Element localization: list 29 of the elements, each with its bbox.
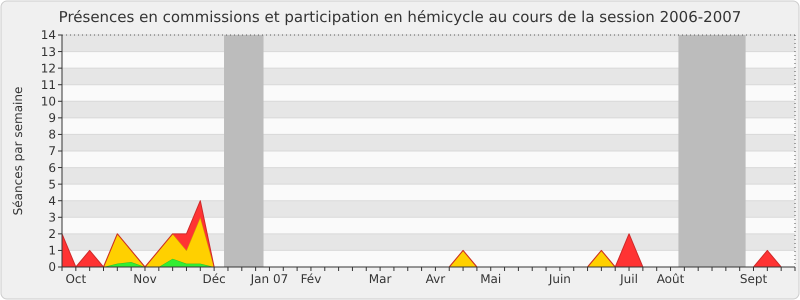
x-tick-label: Juil <box>619 272 638 286</box>
x-tick-label: Jan 07 <box>250 272 288 286</box>
x-tick-label: Fév <box>300 272 322 286</box>
y-tick-label: 11 <box>40 78 56 92</box>
y-tick-label: 0 <box>48 260 56 274</box>
y-tick-label: 8 <box>48 128 56 142</box>
y-tick-label: 10 <box>40 94 56 108</box>
x-tick-label: Juin <box>548 272 571 286</box>
y-tick-label: 7 <box>48 144 56 158</box>
y-tick-label: 9 <box>48 111 56 126</box>
y-tick-label: 4 <box>48 194 56 208</box>
x-tick-label: Nov <box>133 272 157 286</box>
x-tick-label: Déc <box>202 272 226 286</box>
x-tick-label: Oct <box>65 272 86 286</box>
y-axis-title: Séances par semaine <box>11 86 25 216</box>
x-tick-label: Mai <box>480 272 502 286</box>
y-tick-label: 1 <box>48 244 56 258</box>
chart-title: Présences en commissions et participation en hémicycle au cours de la session 2006-2007 <box>58 8 742 26</box>
y-tick-label: 5 <box>48 177 56 192</box>
y-tick-label: 2 <box>48 227 56 242</box>
x-tick-label: Mar <box>368 272 392 286</box>
y-tick-label: 3 <box>48 210 56 224</box>
x-tick-label: Avr <box>426 272 446 286</box>
y-tick-label: 12 <box>40 61 56 76</box>
y-tick-label: 6 <box>48 160 56 175</box>
x-tick-label: Sept <box>740 272 768 286</box>
y-tick-label: 13 <box>40 44 56 59</box>
y-tick-label: 14 <box>40 28 56 42</box>
x-tick-label: Août <box>656 272 685 286</box>
